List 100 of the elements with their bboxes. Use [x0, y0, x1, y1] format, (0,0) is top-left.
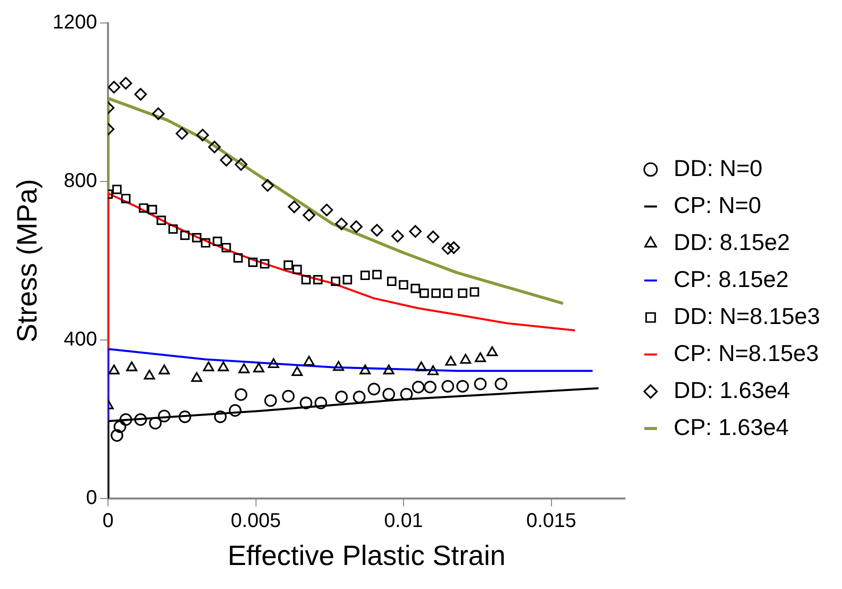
- point: [360, 270, 370, 280]
- point: [284, 260, 293, 270]
- point: [335, 218, 348, 230]
- point: [114, 420, 126, 433]
- point: [445, 356, 456, 366]
- point: [144, 370, 156, 380]
- point: [261, 179, 274, 192]
- point: [368, 382, 380, 396]
- point: [196, 128, 209, 142]
- point: [426, 230, 440, 244]
- point: [447, 241, 460, 254]
- y-tick-label: 400: [64, 328, 98, 350]
- point: [149, 416, 162, 430]
- point: [110, 429, 124, 442]
- legend-label: CP: N=8.15e3: [674, 340, 819, 366]
- point: [138, 203, 148, 213]
- point: [383, 364, 394, 374]
- point: [410, 284, 420, 294]
- point: [350, 220, 363, 233]
- y-tick-label: 800: [64, 170, 98, 192]
- point: [352, 390, 366, 404]
- x-tick-label: 0: [102, 510, 114, 532]
- point: [474, 378, 487, 390]
- point: [158, 410, 171, 422]
- point: [108, 80, 120, 94]
- x-tick-label: 0.01: [384, 510, 423, 532]
- point: [400, 388, 413, 401]
- point: [120, 76, 132, 90]
- legend-label: CP: 1.63e4: [674, 414, 789, 440]
- point: [470, 287, 480, 297]
- point: [342, 275, 352, 284]
- point: [442, 242, 454, 255]
- point: [228, 404, 242, 417]
- point: [212, 236, 222, 246]
- point: [152, 107, 165, 120]
- point: [192, 233, 202, 242]
- point: [292, 264, 302, 274]
- point: [391, 230, 404, 242]
- legend-label: DD: 8.15e2: [674, 228, 790, 255]
- point: [292, 366, 303, 376]
- point: [360, 364, 371, 374]
- point: [168, 224, 178, 234]
- point: [320, 204, 334, 216]
- point: [191, 372, 202, 382]
- point: [398, 280, 408, 290]
- point: [148, 204, 158, 214]
- point: [260, 259, 270, 269]
- point: [494, 378, 508, 390]
- point: [178, 410, 192, 424]
- point: [253, 362, 264, 372]
- point: [428, 365, 439, 376]
- point: [234, 158, 248, 171]
- point: [222, 242, 231, 252]
- point: [156, 216, 166, 225]
- point: [134, 413, 147, 426]
- point: [313, 275, 323, 284]
- point: [288, 200, 301, 214]
- legend-label: DD: N=0: [674, 154, 762, 181]
- point: [268, 358, 280, 368]
- legend-label: CP: 8.15e2: [674, 266, 789, 292]
- x-axis-title: Effective Plastic Strain: [228, 540, 506, 571]
- point: [200, 238, 210, 248]
- x-tick-label: 0.005: [230, 510, 281, 532]
- point: [301, 275, 311, 284]
- point: [412, 380, 425, 394]
- point: [409, 225, 422, 238]
- point: [387, 276, 396, 286]
- legend-label: DD: N=8.15e3: [674, 302, 820, 329]
- point: [332, 360, 344, 371]
- y-axis-title: Stress (MPa): [12, 179, 43, 342]
- point: [233, 253, 243, 263]
- point: [108, 364, 120, 374]
- point: [158, 364, 170, 374]
- point: [424, 380, 436, 394]
- point: [264, 394, 277, 407]
- point: [112, 184, 122, 194]
- legend-label: CP: N=0: [674, 192, 762, 218]
- point: [218, 361, 229, 372]
- point: [460, 354, 472, 364]
- point: [121, 194, 131, 204]
- point: [486, 346, 498, 356]
- point: [330, 276, 340, 286]
- point: [208, 140, 221, 154]
- point: [180, 230, 190, 240]
- point: [214, 410, 227, 424]
- point: [372, 270, 382, 280]
- point: [134, 88, 147, 101]
- y-tick-label: 0: [86, 486, 98, 509]
- point: [300, 396, 312, 410]
- point: [458, 288, 468, 298]
- point: [220, 154, 233, 166]
- point: [335, 390, 348, 404]
- x-tick-label: 0.015: [526, 510, 576, 532]
- point: [382, 388, 396, 401]
- point: [120, 413, 132, 426]
- point: [282, 390, 295, 402]
- point: [202, 361, 214, 372]
- y-tick-label: 1200: [52, 12, 98, 34]
- point: [456, 380, 469, 393]
- point: [314, 396, 328, 410]
